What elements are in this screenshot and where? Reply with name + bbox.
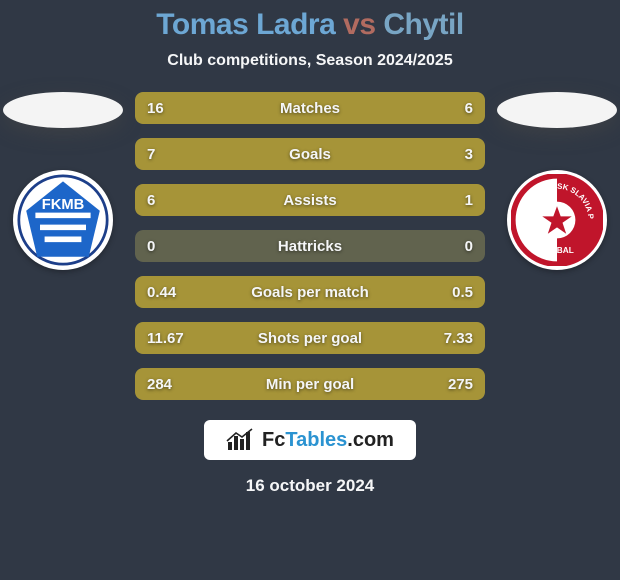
title-player2: Chytil xyxy=(383,8,463,41)
svg-text:FKMB: FKMB xyxy=(42,197,85,213)
stat-row: 61Assists xyxy=(135,184,485,216)
stat-row: 166Matches xyxy=(135,92,485,124)
subtitle: Club competitions, Season 2024/2025 xyxy=(167,52,452,70)
date-line: 16 october 2024 xyxy=(246,476,375,496)
svg-text:FOTBAL: FOTBAL xyxy=(540,246,574,255)
player-silhouette-placeholder xyxy=(497,92,617,128)
brand-fc: Fc xyxy=(262,429,285,451)
stat-label: Matches xyxy=(135,92,485,124)
stat-row: 00Hattricks xyxy=(135,230,485,262)
brand-tables: Tables xyxy=(285,429,347,451)
left-player-col: FKMB xyxy=(3,92,123,270)
stat-row: 0.440.5Goals per match xyxy=(135,276,485,308)
stat-label: Goals per match xyxy=(135,276,485,308)
player-silhouette-placeholder xyxy=(3,92,123,128)
page-title: Tomas Ladra vs Chytil xyxy=(156,8,463,42)
title-player1: Tomas Ladra xyxy=(156,8,335,41)
right-club-crest: SK SLAVIA PRAHA FOTBAL xyxy=(507,170,607,270)
left-club-crest: FKMB xyxy=(13,170,113,270)
stat-label: Assists xyxy=(135,184,485,216)
stat-label: Shots per goal xyxy=(135,322,485,354)
title-vs: vs xyxy=(343,8,375,41)
slavia-crest-icon: SK SLAVIA PRAHA FOTBAL xyxy=(511,174,603,266)
brand-text: FcTables.com xyxy=(262,429,394,452)
main-content: FKMB 166Matches 73Goals 61Assists 00Hattric… xyxy=(0,92,620,400)
fkmb-crest-icon: FKMB xyxy=(17,174,109,266)
right-player-col: SK SLAVIA PRAHA FOTBAL xyxy=(497,92,617,270)
stat-row: 73Goals xyxy=(135,138,485,170)
stats-bars: 166Matches 73Goals 61Assists 00Hattricks 0.4… xyxy=(135,92,485,400)
stat-label: Goals xyxy=(135,138,485,170)
brand-bars-icon xyxy=(226,428,254,452)
stat-label: Min per goal xyxy=(135,368,485,400)
stat-row: 284275Min per goal xyxy=(135,368,485,400)
stat-row: 11.677.33Shots per goal xyxy=(135,322,485,354)
stat-label: Hattricks xyxy=(135,230,485,262)
brand-dotcom: .com xyxy=(347,429,394,451)
brand-badge: FcTables.com xyxy=(204,420,416,460)
